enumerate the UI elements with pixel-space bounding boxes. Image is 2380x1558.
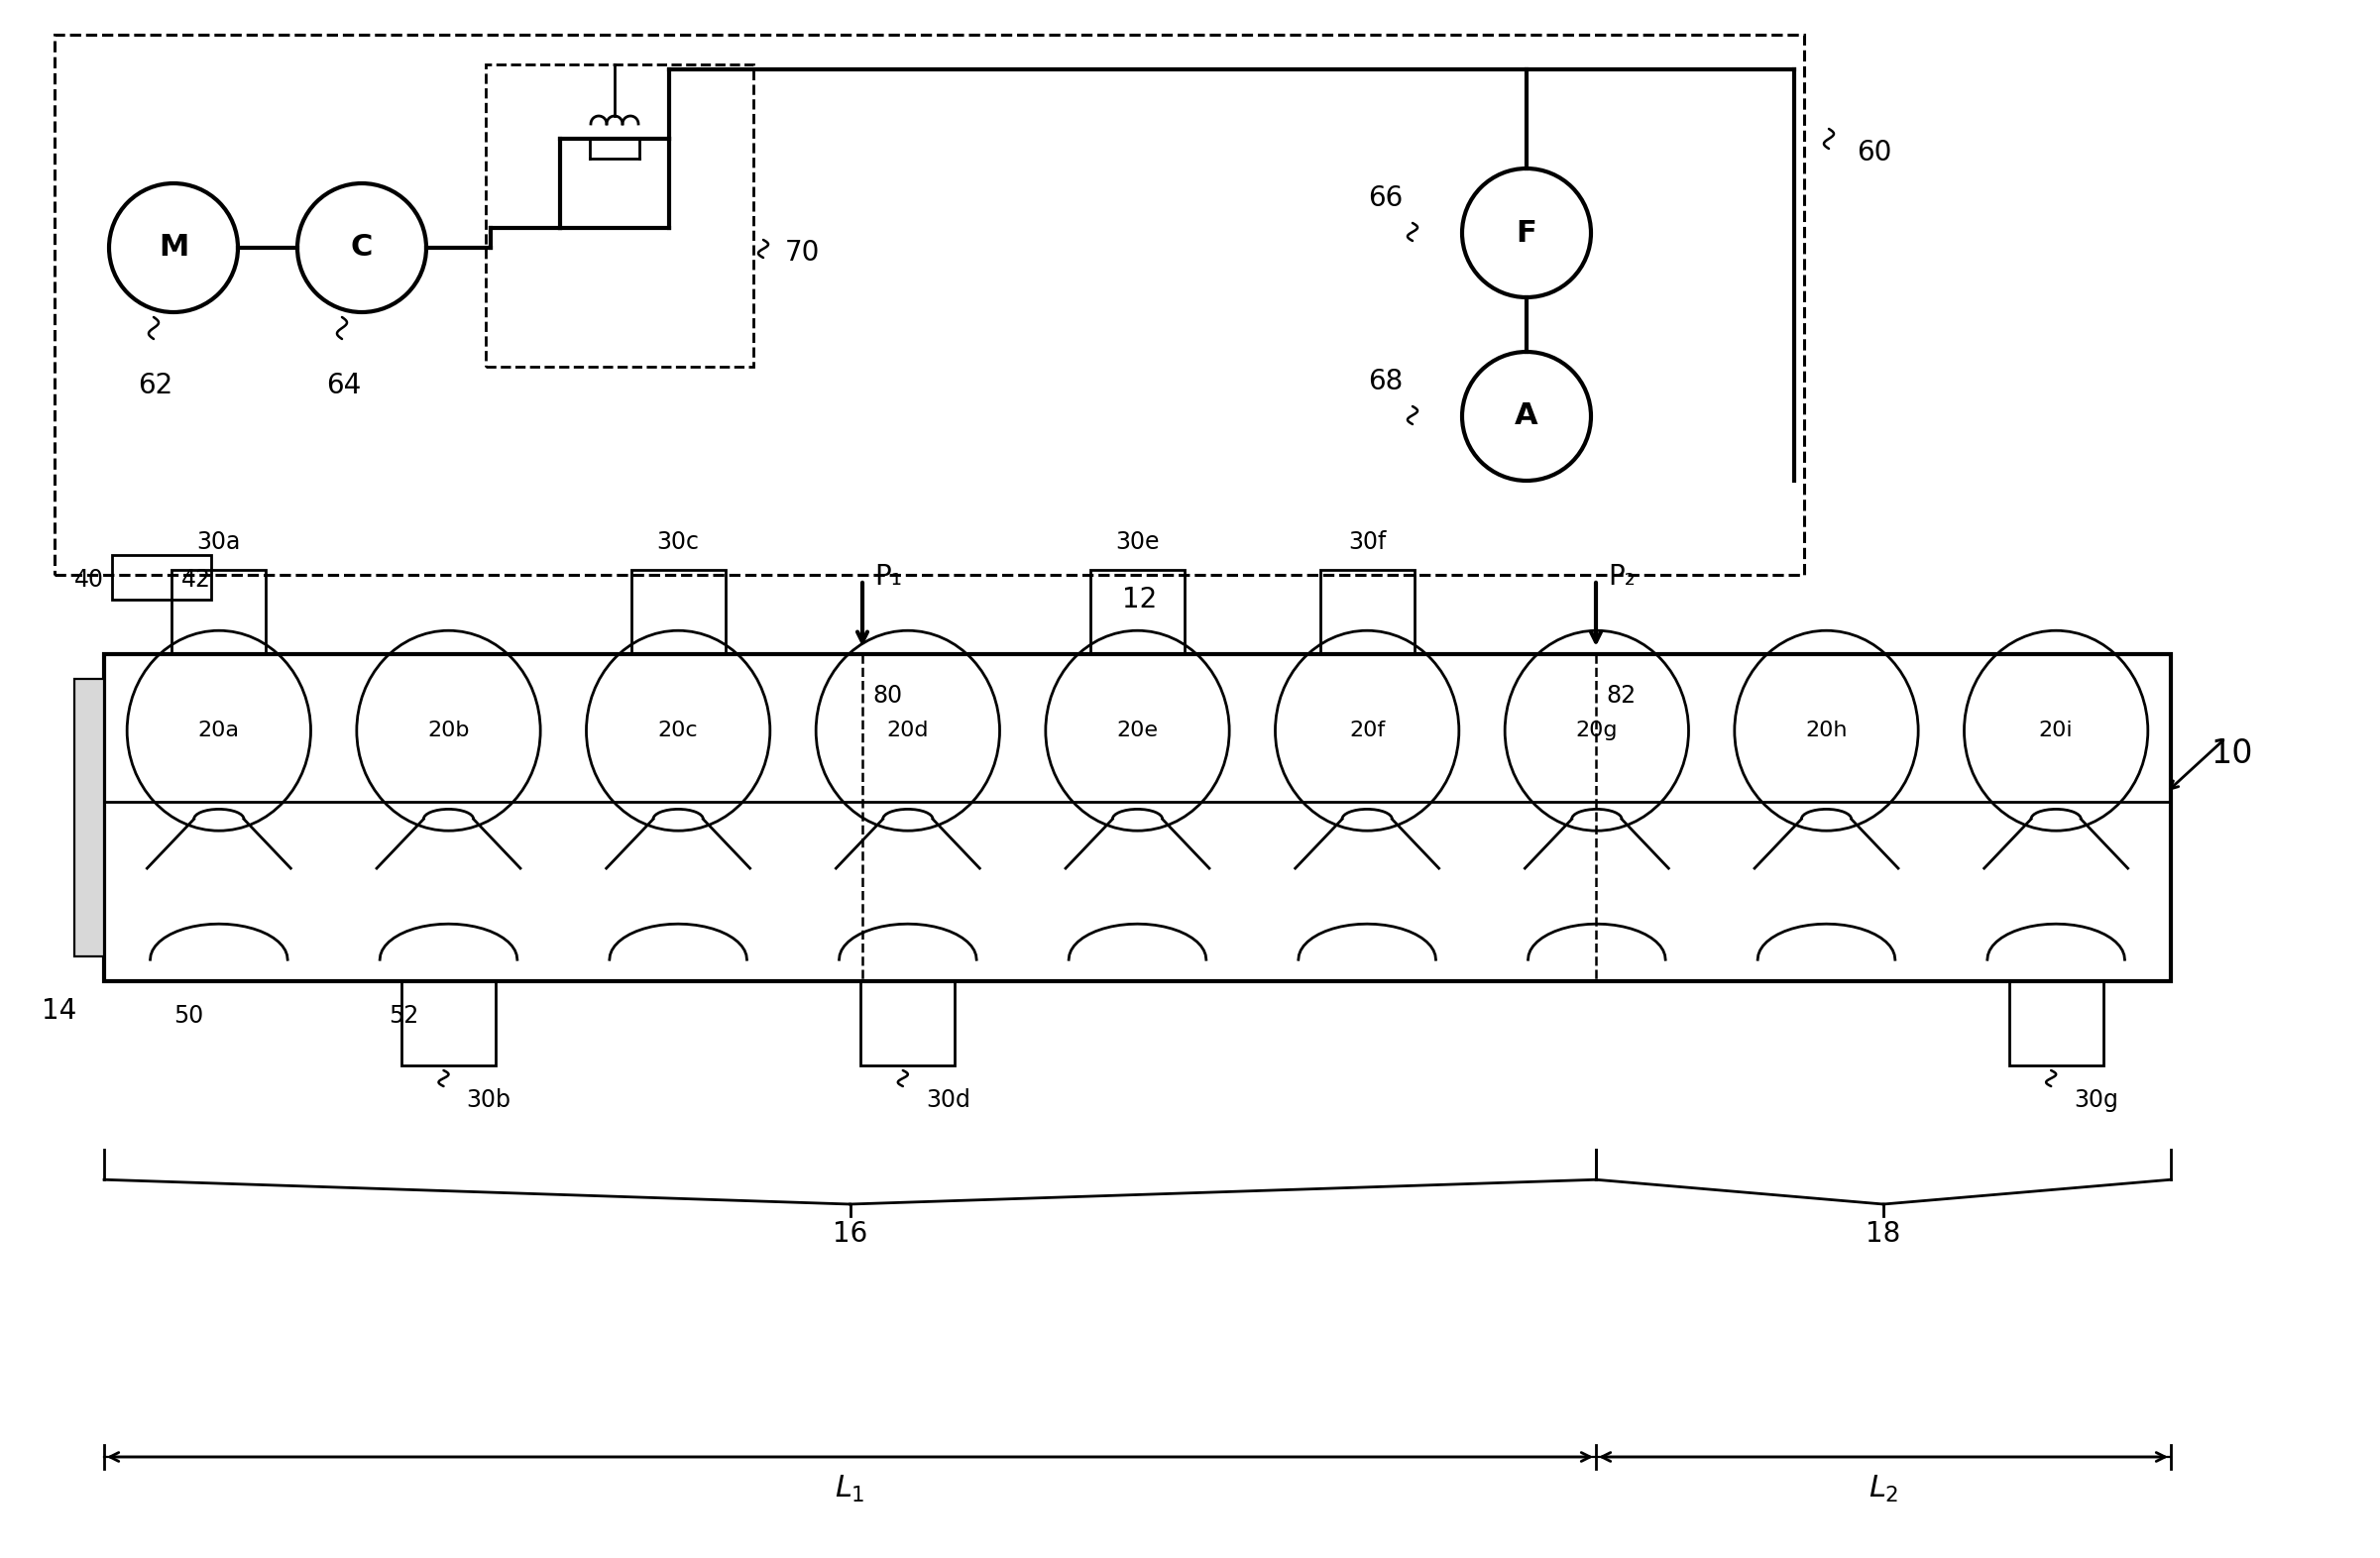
Text: F: F [1516, 218, 1537, 248]
Text: P₁: P₁ [873, 562, 902, 590]
Text: P₂: P₂ [1609, 562, 1635, 590]
Text: 20b: 20b [428, 721, 469, 740]
Text: 30e: 30e [1116, 530, 1159, 555]
Text: 62: 62 [138, 372, 174, 399]
Text: 30b: 30b [466, 1087, 512, 1112]
Text: 30f: 30f [1347, 530, 1385, 555]
Text: 20a: 20a [198, 721, 240, 740]
Text: 16: 16 [833, 1220, 866, 1248]
Text: 60: 60 [1856, 139, 1892, 167]
Text: C: C [350, 234, 374, 262]
Text: 20d: 20d [888, 721, 928, 740]
Text: 18: 18 [1866, 1220, 1902, 1248]
Text: 82: 82 [1607, 684, 1635, 707]
Text: 12: 12 [1123, 586, 1157, 614]
Text: 52: 52 [388, 1003, 419, 1028]
Text: 30a: 30a [198, 530, 240, 555]
Text: 66: 66 [1368, 184, 1402, 212]
Text: 68: 68 [1368, 368, 1402, 396]
FancyBboxPatch shape [74, 679, 105, 957]
Text: A: A [1514, 402, 1537, 430]
Text: 30d: 30d [926, 1087, 971, 1112]
Text: 20g: 20g [1576, 721, 1618, 740]
Text: 20h: 20h [1806, 721, 1847, 740]
Text: $L_2$: $L_2$ [1868, 1474, 1899, 1503]
Text: 80: 80 [873, 684, 902, 707]
Text: 14: 14 [43, 997, 76, 1025]
Text: M: M [159, 234, 188, 262]
Text: 40: 40 [74, 569, 105, 592]
Text: 20i: 20i [2040, 721, 2073, 740]
Text: 64: 64 [326, 372, 362, 399]
Text: $L_1$: $L_1$ [835, 1474, 866, 1503]
Text: 20f: 20f [1349, 721, 1385, 740]
Text: 20e: 20e [1116, 721, 1159, 740]
Text: 70: 70 [785, 238, 821, 266]
Text: 42: 42 [181, 569, 212, 592]
Text: 50: 50 [174, 1003, 205, 1028]
Text: 10: 10 [2211, 737, 2251, 770]
Text: 30g: 30g [2073, 1087, 2118, 1112]
Text: 20c: 20c [657, 721, 697, 740]
Text: 30c: 30c [657, 530, 700, 555]
